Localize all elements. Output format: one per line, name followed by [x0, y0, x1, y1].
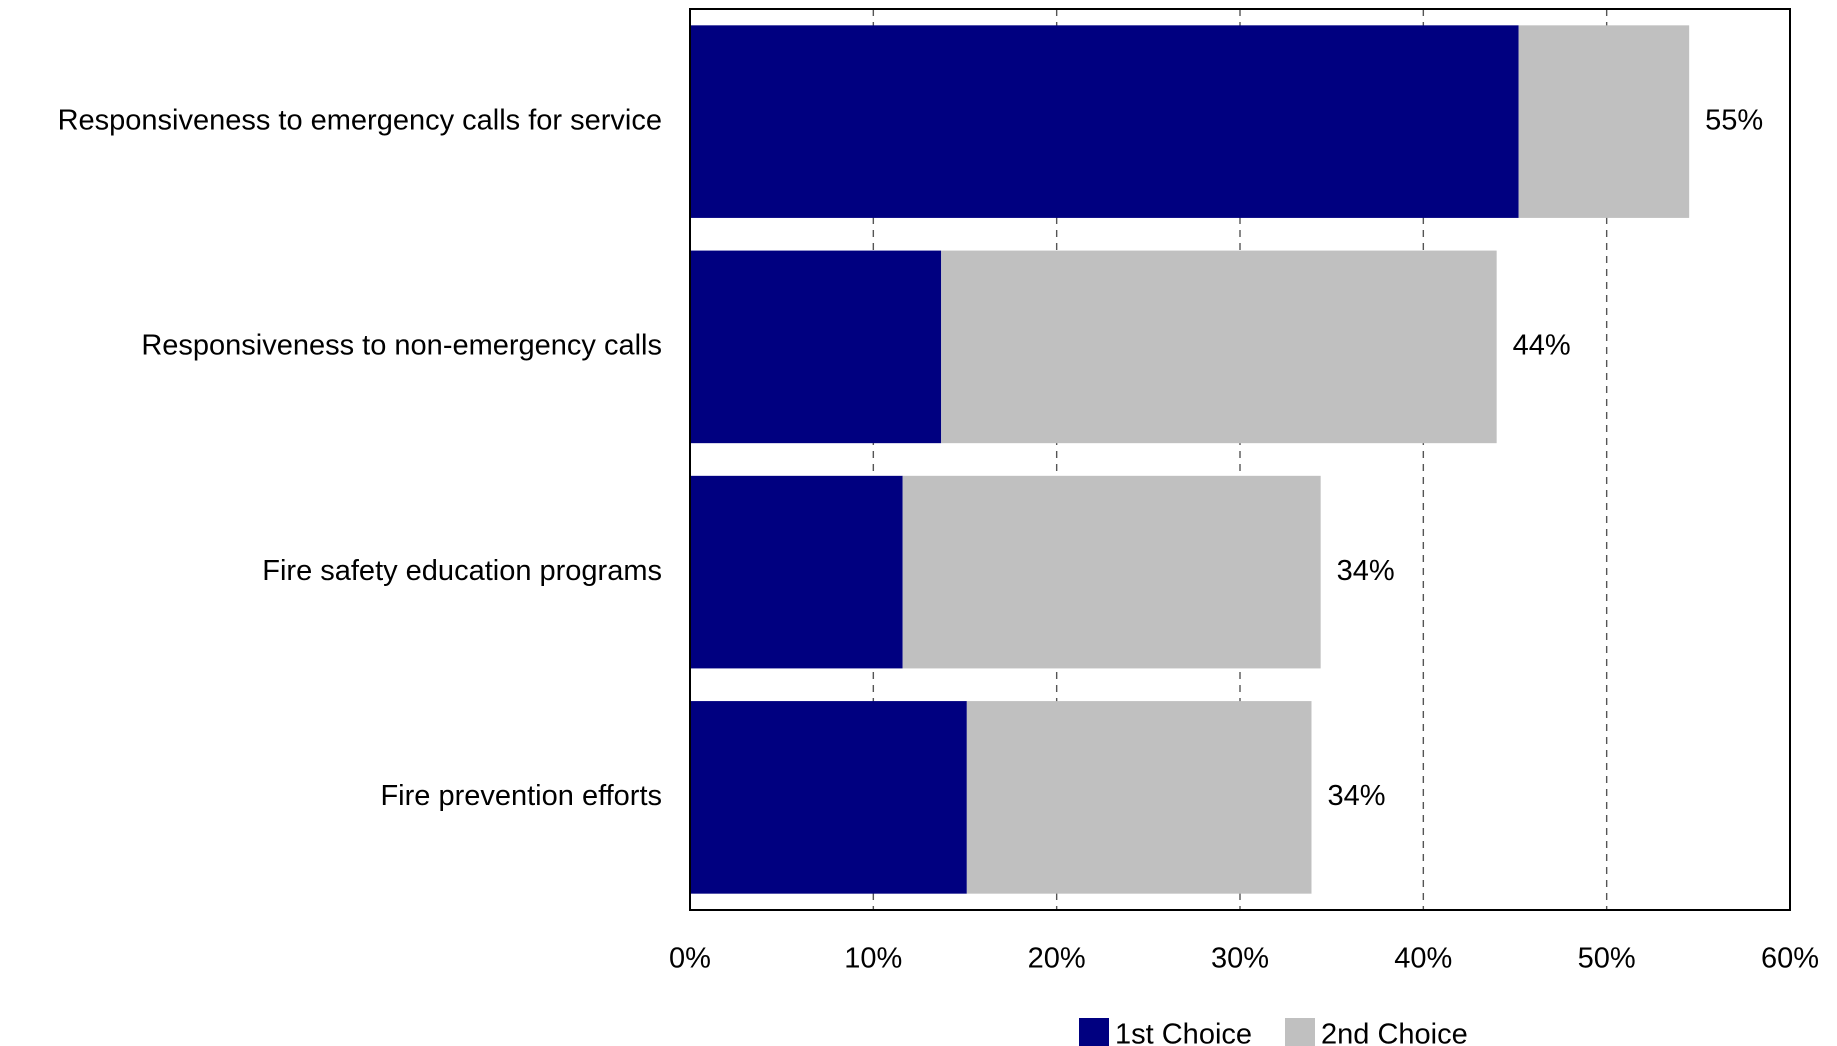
data-label-3: 34%	[1328, 780, 1386, 812]
bar-segment-0-1	[1518, 25, 1690, 218]
bar-segment-2-0	[690, 475, 903, 669]
legend-label-0: 1st Choice	[1115, 1019, 1252, 1046]
bars	[690, 25, 1690, 894]
x-tick-label-3: 30%	[1211, 943, 1269, 975]
x-axis-tick-labels: 0% 10% 20% 30% 40% 50% 60%	[669, 943, 1819, 975]
x-tick-label-2: 20%	[1028, 943, 1086, 975]
bar-segment-1-1	[941, 250, 1497, 444]
x-tick-label-4: 40%	[1394, 943, 1452, 975]
plot-area-frame	[689, 8, 1791, 911]
legend: 1st Choice 2nd Choice	[1079, 1018, 1468, 1046]
data-label-0: 55%	[1705, 104, 1763, 136]
x-tick-label-5: 50%	[1578, 943, 1636, 975]
category-label-1: Responsiveness to non-emergency calls	[141, 330, 662, 362]
x-tick-label-6: 60%	[1761, 943, 1819, 975]
legend-swatch-0	[1079, 1018, 1109, 1046]
category-label-3: Fire prevention efforts	[380, 780, 662, 812]
legend-swatch-1	[1285, 1018, 1315, 1046]
bar-segment-0-0	[690, 25, 1519, 218]
x-tick-label-0: 0%	[669, 943, 711, 975]
bar-segment-1-0	[690, 250, 942, 444]
data-labels: 55% 44% 34% 34%	[1328, 104, 1764, 812]
category-labels: Responsiveness to emergency calls for se…	[58, 104, 662, 812]
bar-segment-2-1	[902, 475, 1321, 669]
category-label-0: Responsiveness to emergency calls for se…	[58, 104, 662, 136]
bar-segment-3-1	[966, 701, 1312, 894]
data-label-1: 44%	[1513, 330, 1571, 362]
x-tick-label-1: 10%	[844, 943, 902, 975]
category-label-2: Fire safety education programs	[262, 555, 662, 587]
data-label-2: 34%	[1337, 555, 1395, 587]
legend-label-1: 2nd Choice	[1321, 1019, 1468, 1046]
bar-segment-3-0	[690, 701, 967, 894]
